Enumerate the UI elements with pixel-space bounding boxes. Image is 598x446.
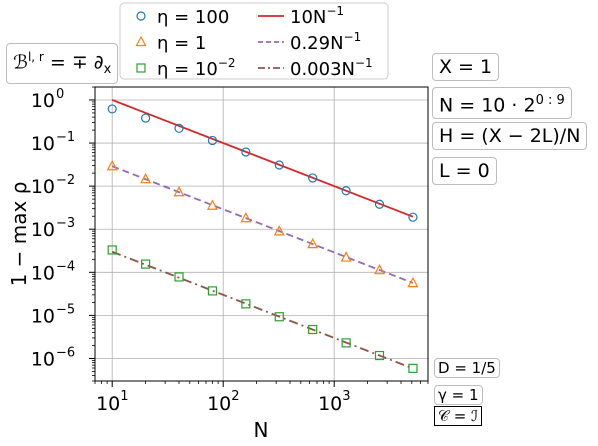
data-point	[340, 251, 352, 262]
gamma-parameter-box: γ = 1	[434, 385, 483, 405]
boundary-superscript: l, r	[27, 50, 44, 64]
fit-line	[111, 250, 414, 370]
data-point	[107, 104, 117, 114]
axis-ticks: 10 1 10 2 10 310 010 −110 −210 −310 −410 −510 −6	[31, 86, 429, 415]
legend-label: η = 10−2	[157, 56, 236, 80]
x-tick-exponent: 1	[120, 389, 128, 404]
d-parameter-box: D = 1/5	[434, 358, 500, 378]
data-point	[141, 113, 151, 123]
y-tick-label: 10	[31, 262, 55, 284]
c-parameter-box: 𝒞 = ℐ	[434, 406, 483, 426]
x-tick-exponent: 2	[231, 389, 239, 404]
data-point	[207, 286, 218, 296]
data-point	[140, 172, 152, 184]
grid	[95, 87, 428, 381]
legend-label: η = 1	[157, 33, 206, 54]
data-point	[241, 147, 251, 157]
data-point	[207, 135, 218, 146]
legend-label: 0.003N−1	[290, 56, 373, 80]
legend-label: 10N−1	[290, 4, 344, 28]
legend-label: η = 100	[157, 7, 229, 28]
data-point	[374, 350, 385, 361]
legend: η = 100 η = 1η = 10−2 10N−10.29N−10.003N−1	[119, 2, 389, 80]
data-point	[240, 211, 252, 223]
x-parameter-box: X = 1	[432, 53, 500, 81]
data-point	[141, 259, 151, 269]
n-parameter-text: N = 10 · 2	[439, 94, 536, 117]
y-tick-label: 10	[31, 348, 55, 370]
x-axis-label: N	[254, 418, 269, 442]
data-point	[407, 276, 419, 288]
x-tick-label: 10	[96, 393, 120, 415]
y-tick-label: 10	[31, 90, 55, 112]
boundary-symbol: ℬ	[13, 51, 28, 74]
data-point	[273, 225, 285, 236]
y-tick-exponent: −1	[56, 130, 75, 145]
data-point	[307, 237, 319, 249]
data-point	[374, 263, 386, 275]
y-tick-exponent: −3	[56, 216, 75, 231]
boundary-condition-label: ℬl, r = ∓ ∂x	[6, 43, 119, 85]
boundary-subscript: x	[103, 62, 112, 78]
fit-line	[111, 165, 414, 284]
data-point	[374, 199, 385, 209]
y-tick-exponent: −2	[56, 173, 75, 188]
n-parameter-box: N = 10 · 20 : 9	[432, 87, 572, 120]
h-parameter-box: H = (X − 2L)/N	[432, 122, 588, 150]
fit-lines	[111, 99, 414, 370]
y-tick-label: 10	[31, 176, 55, 198]
x-tick-label: 10	[207, 393, 231, 415]
data-point	[241, 299, 251, 309]
data-point	[173, 186, 185, 197]
n-parameter-exponent: 0 : 9	[535, 93, 565, 108]
data-point	[136, 11, 146, 21]
data-point	[274, 312, 284, 322]
x-tick-exponent: 3	[342, 389, 350, 404]
data-point	[341, 338, 351, 348]
l-parameter-box: L = 0	[432, 157, 497, 185]
legend-label: 0.29N−1	[290, 30, 361, 54]
data-point	[274, 160, 284, 170]
boundary-operator: = ∓ ∂	[43, 51, 104, 74]
y-tick-exponent: −4	[56, 259, 75, 274]
data-point	[106, 159, 118, 171]
y-tick-exponent: −6	[56, 345, 75, 360]
y-tick-label: 10	[31, 133, 55, 155]
y-tick-exponent: −5	[56, 302, 75, 317]
data-point	[174, 123, 184, 133]
data-point	[308, 324, 318, 335]
y-axis-label: 1 − max ρ	[7, 182, 31, 287]
data-point	[206, 199, 218, 210]
data-point	[135, 35, 147, 47]
data-point	[136, 63, 146, 73]
data-point	[341, 186, 351, 196]
y-tick-exponent: 0	[56, 87, 64, 102]
data-point	[308, 173, 318, 183]
data-point	[408, 363, 418, 373]
y-tick-label: 10	[31, 219, 55, 241]
data-points	[106, 104, 419, 373]
y-tick-label: 10	[31, 305, 55, 327]
data-point	[408, 212, 418, 222]
x-tick-label: 10	[318, 393, 342, 415]
plot-frame	[94, 86, 429, 382]
legend-box	[119, 2, 389, 80]
data-point	[174, 272, 184, 282]
fit-line	[111, 99, 414, 218]
data-point	[107, 245, 117, 255]
